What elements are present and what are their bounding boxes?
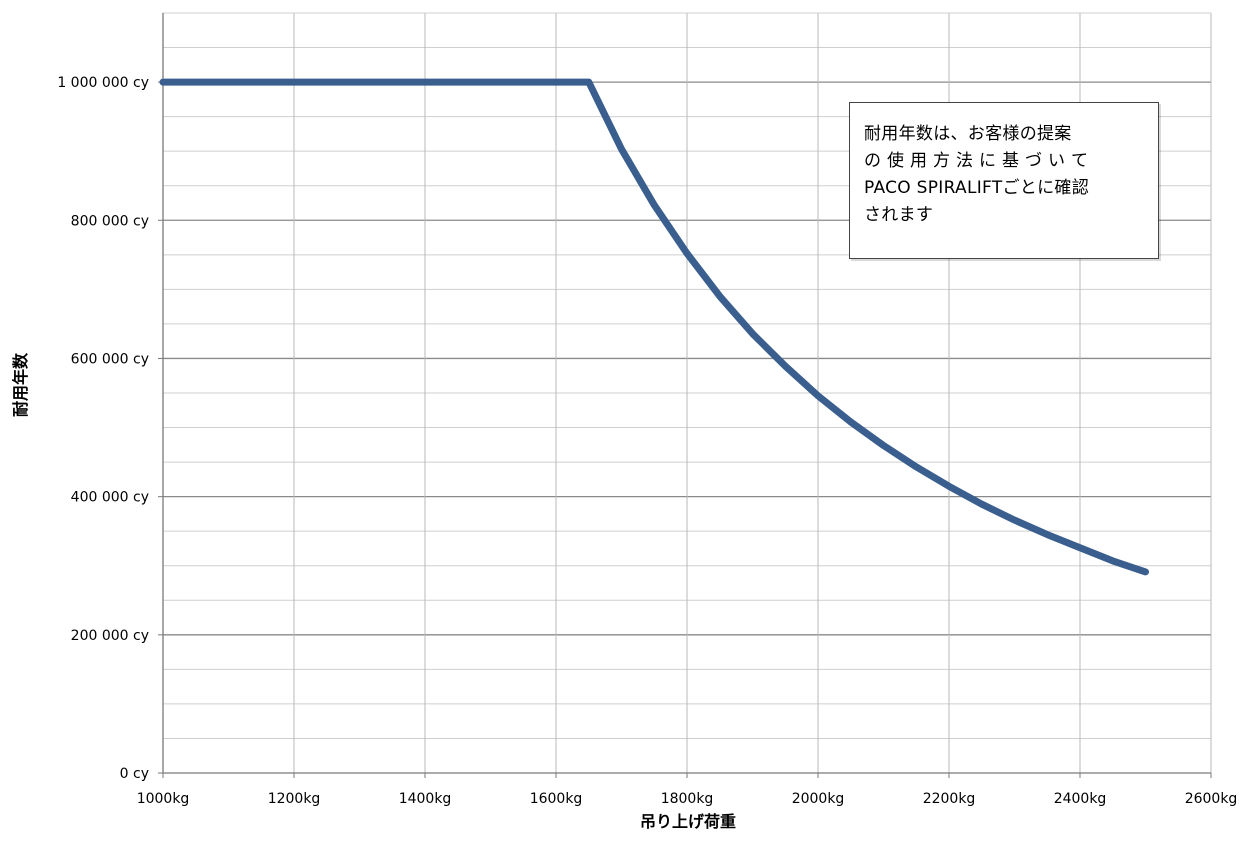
x-axis-title: 吊り上げ荷重 (640, 812, 736, 831)
x-tick-label: 1200kg (268, 791, 321, 807)
y-tick-label: 0 cy (120, 766, 149, 782)
y-tick-label: 200 000 cy (71, 628, 149, 644)
x-tick-label: 1000kg (137, 791, 190, 807)
tick-labels: 1000kg 1200kg 1400kg 1600kg 1800kg 2000kg 2200… (57, 75, 1237, 807)
series-line-1 (159, 78, 1149, 576)
annotation-line-1: 耐用年数は、お客様の提案 (864, 124, 1072, 144)
x-tick-label: 2400kg (1054, 791, 1107, 807)
annotation-line-2: の 使 用 方 法 に 基 づ い て (864, 151, 1089, 171)
y-axis-title: 耐用年数 (11, 352, 30, 417)
x-tick-label: 1400kg (399, 791, 452, 807)
x-tick-label: 2600kg (1185, 791, 1238, 807)
y-tick-label: 800 000 cy (71, 213, 149, 229)
series (159, 78, 1149, 576)
y-tick-label: 400 000 cy (71, 490, 149, 506)
annotation-box: 耐用年数は、お客様の提案 の 使 用 方 法 に 基 づ い て PACO SP… (849, 102, 1159, 259)
x-tick-label: 1800kg (661, 791, 714, 807)
x-tick-label: 2200kg (923, 791, 976, 807)
y-tick-label: 1 000 000 cy (57, 75, 149, 91)
x-tick-label: 1600kg (530, 791, 583, 807)
annotation-line-3: PACO SPIRALIFTごとに確認 (864, 178, 1090, 198)
x-tick-label: 2000kg (792, 791, 845, 807)
annotation-line-4: されます (864, 205, 934, 225)
y-tick-label: 600 000 cy (71, 351, 149, 367)
